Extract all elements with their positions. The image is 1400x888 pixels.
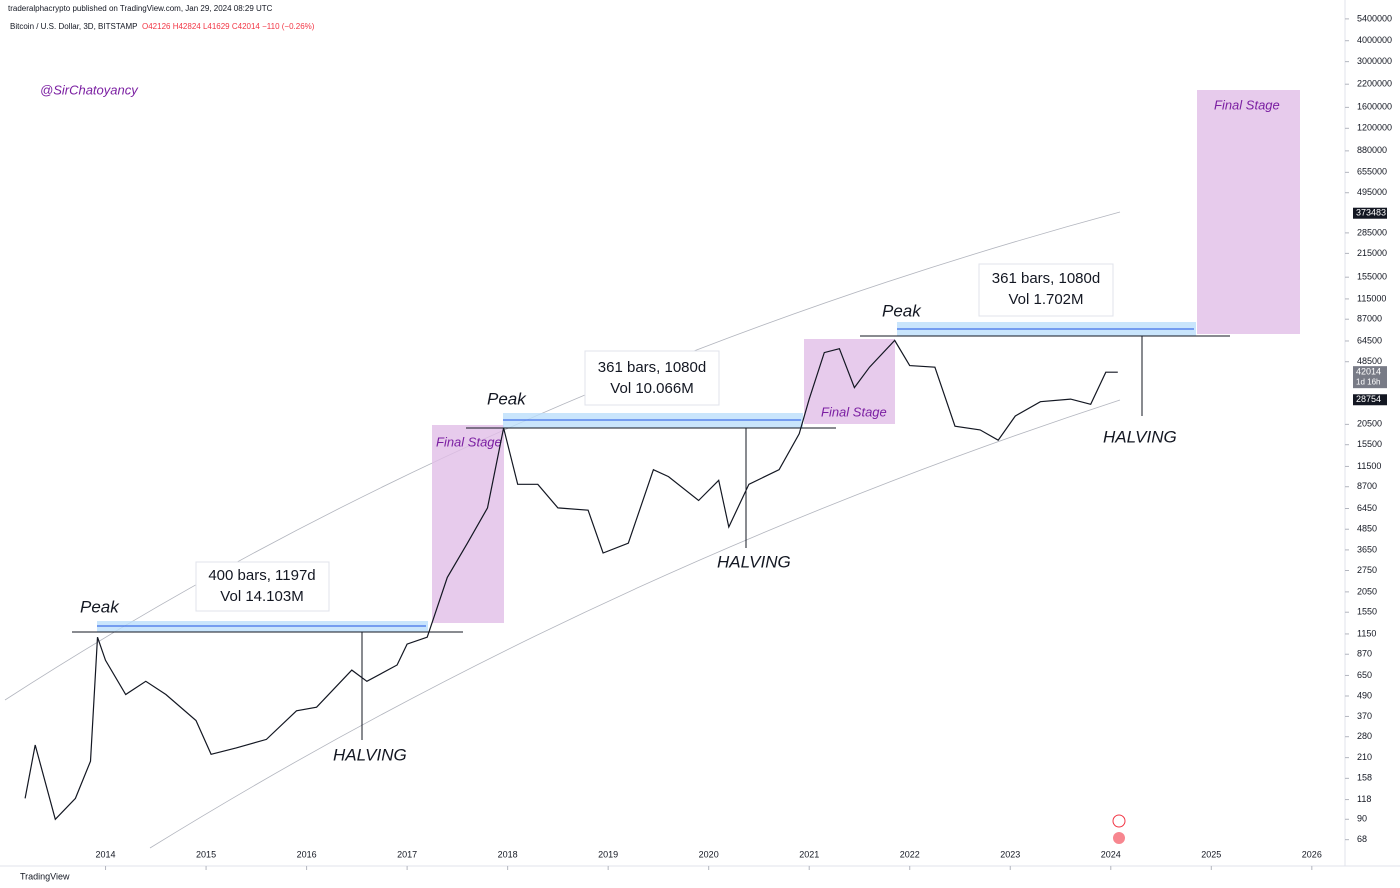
final-stage-box xyxy=(1197,90,1300,334)
countdown: 1d 16h xyxy=(1356,377,1380,386)
final-stage-box xyxy=(804,339,895,424)
symbol: Bitcoin / U.S. Dollar, 3D, BITSTAMP xyxy=(10,22,137,31)
x-tick-label: 2025 xyxy=(1201,849,1221,859)
peak-label: Peak xyxy=(487,389,527,408)
y-tick-label: 3000000 xyxy=(1357,56,1392,66)
x-tick-label: 2024 xyxy=(1101,849,1121,859)
x-tick-label: 2020 xyxy=(699,849,719,859)
y-tick-label: 1200000 xyxy=(1357,123,1392,133)
y-tick-label: 90 xyxy=(1357,814,1367,824)
y-tick-label: 2200000 xyxy=(1357,79,1392,89)
y-tick-label: 20500 xyxy=(1357,419,1382,429)
range-box xyxy=(584,350,720,406)
y-tick-label: 2050 xyxy=(1357,586,1377,596)
y-tick-label: 650 xyxy=(1357,670,1372,680)
y-tick-label: 870 xyxy=(1357,649,1372,659)
y-tick-label: 48500 xyxy=(1357,356,1382,366)
x-tick-label: 2022 xyxy=(900,849,920,859)
y-tick-label: 210 xyxy=(1357,752,1372,762)
y-tick-label: 280 xyxy=(1357,731,1372,741)
y-tick-label: 6450 xyxy=(1357,503,1377,513)
y-tick-label: 87000 xyxy=(1357,314,1382,324)
y-tick-label: 115000 xyxy=(1357,293,1386,303)
y-tick-label: 15500 xyxy=(1357,439,1382,449)
final-stage-label: Final Stage xyxy=(1214,97,1280,112)
halving-label: HALVING xyxy=(717,552,791,571)
range-bars: 361 bars, 1080d xyxy=(598,359,706,376)
y-tick-label: 158 xyxy=(1357,773,1372,783)
range-box xyxy=(195,561,330,612)
y-tick-label: 4850 xyxy=(1357,524,1377,534)
range-vol: Vol 1.702M xyxy=(1008,291,1083,308)
range-bars: 400 bars, 1197d xyxy=(208,567,315,584)
publisher: traderalphacrypto published on TradingVi… xyxy=(8,4,273,13)
y-tick-label: 5400000 xyxy=(1357,13,1392,23)
range-1: 400 bars, 1197d Vol 14.103M Peak HALVING xyxy=(72,561,463,764)
ohlc: O42126 H42824 L41629 C42014 −110 (−0.26%… xyxy=(142,22,315,31)
x-tick-label: 2015 xyxy=(196,849,216,859)
y-tick-label: 8700 xyxy=(1357,481,1377,491)
range-vol: Vol 14.103M xyxy=(220,588,303,605)
price-tag-label: 42014 xyxy=(1356,367,1381,377)
price-tag-label: 28754 xyxy=(1356,394,1381,404)
peak-label: Peak xyxy=(882,301,922,320)
y-tick-label: 370 xyxy=(1357,711,1372,721)
watermark: @SirChatoyancy xyxy=(40,82,139,97)
halving-label: HALVING xyxy=(1103,427,1177,446)
x-tick-label: 2019 xyxy=(598,849,618,859)
footer: TradingView xyxy=(20,871,70,881)
final-stage-label: Final Stage xyxy=(436,434,502,449)
range-3: 361 bars, 1080d Vol 1.702M Peak HALVING xyxy=(860,263,1230,446)
y-tick-label: 1600000 xyxy=(1357,102,1392,112)
range-2: 361 bars, 1080d Vol 10.066M Peak HALVING xyxy=(466,350,836,571)
x-tick-label: 2018 xyxy=(498,849,518,859)
y-tick-label: 215000 xyxy=(1357,248,1387,258)
y-tick-label: 11500 xyxy=(1357,461,1381,471)
y-tick-label: 1550 xyxy=(1357,607,1377,617)
range-box xyxy=(978,263,1114,317)
x-tick-label: 2021 xyxy=(799,849,819,859)
y-tick-label: 490 xyxy=(1357,690,1372,700)
y-tick-label: 68 xyxy=(1357,834,1367,844)
y-tick-label: 155000 xyxy=(1357,272,1387,282)
y-tick-label: 3650 xyxy=(1357,544,1377,554)
y-tick-label: 1150 xyxy=(1357,628,1376,638)
final-stage-label: Final Stage xyxy=(821,404,887,419)
peak-label: Peak xyxy=(80,597,120,616)
final-stage-box xyxy=(432,425,504,623)
range-bars: 361 bars, 1080d xyxy=(992,270,1100,287)
y-tick-label: 880000 xyxy=(1357,145,1387,155)
y-tick-label: 495000 xyxy=(1357,187,1387,197)
y-tick-label: 118 xyxy=(1357,794,1371,804)
y-tick-label: 64500 xyxy=(1357,335,1382,345)
x-tick-label: 2023 xyxy=(1000,849,1020,859)
y-tick-label: 655000 xyxy=(1357,167,1387,177)
x-tick-label: 2017 xyxy=(397,849,417,859)
x-tick-label: 2014 xyxy=(96,849,116,859)
channel-lower xyxy=(149,399,1121,849)
y-tick-label: 2750 xyxy=(1357,565,1377,575)
y-tick-label: 4000000 xyxy=(1357,35,1392,45)
price-tag xyxy=(1353,366,1387,389)
y-tick-label: 285000 xyxy=(1357,227,1387,237)
x-tick-label: 2016 xyxy=(297,849,317,859)
price-tag-label: 373483 xyxy=(1356,208,1386,218)
range-vol: Vol 10.066M xyxy=(610,380,693,397)
x-tick-label: 2026 xyxy=(1302,849,1322,859)
price-tag xyxy=(1353,207,1387,219)
price-line xyxy=(24,339,1118,821)
event-icon[interactable] xyxy=(1113,832,1125,844)
event-icon[interactable] xyxy=(1112,814,1126,828)
halving-label: HALVING xyxy=(333,745,407,764)
price-tag xyxy=(1353,394,1387,406)
